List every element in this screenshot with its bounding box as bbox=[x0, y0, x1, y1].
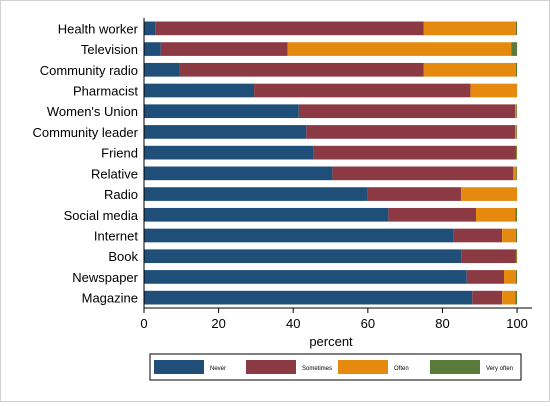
bar-segment bbox=[144, 270, 467, 284]
bar-segment bbox=[155, 21, 424, 36]
category-label: Magazine bbox=[82, 291, 138, 306]
bar-segment bbox=[511, 42, 518, 56]
category-label: Book bbox=[108, 249, 138, 264]
bar-segment bbox=[388, 207, 477, 222]
bar-segment bbox=[423, 21, 516, 36]
bar-segment bbox=[144, 125, 307, 139]
bar-segment bbox=[144, 145, 314, 160]
bar-segment bbox=[144, 83, 255, 98]
category-label: Relative bbox=[91, 166, 138, 181]
bar-segment bbox=[504, 270, 516, 284]
bar-segment bbox=[144, 42, 161, 56]
bar-segment bbox=[160, 42, 288, 56]
x-tick-label: 20 bbox=[211, 316, 225, 331]
bar-segment bbox=[515, 270, 518, 284]
bar-segment bbox=[144, 21, 156, 36]
bar-segment bbox=[516, 249, 518, 264]
category-label: Women's Union bbox=[47, 104, 138, 119]
category-label: Friend bbox=[101, 146, 138, 161]
bar-segment bbox=[144, 207, 389, 222]
category-label: Newspaper bbox=[72, 270, 138, 285]
bar-segment bbox=[515, 249, 517, 264]
bar-segment bbox=[254, 83, 471, 98]
legend-label: Often bbox=[394, 366, 409, 372]
category-label: Pharmacist bbox=[73, 84, 138, 99]
bar-segment bbox=[476, 207, 516, 222]
bar-segment bbox=[144, 104, 299, 119]
legend-swatch bbox=[154, 360, 204, 374]
bar-segment bbox=[332, 166, 514, 181]
category-label: Social media bbox=[64, 208, 139, 223]
bar-segment bbox=[287, 42, 512, 56]
bar-segment bbox=[179, 62, 424, 77]
bar-segment bbox=[515, 207, 518, 222]
bar-segment bbox=[515, 62, 518, 77]
bar-segment bbox=[144, 166, 333, 181]
legend-label: Never bbox=[210, 366, 226, 372]
bar-segment bbox=[516, 166, 518, 181]
category-label: Radio bbox=[104, 187, 138, 202]
bar-segment bbox=[515, 21, 518, 36]
bar-segment bbox=[470, 83, 518, 98]
legend-label: Sometimes bbox=[302, 366, 332, 372]
bar-segment bbox=[144, 187, 368, 201]
plot-area bbox=[144, 18, 532, 308]
category-label: Health worker bbox=[58, 21, 139, 36]
x-axis-label: percent bbox=[309, 334, 353, 349]
bar-segment bbox=[516, 125, 518, 139]
bar-segment bbox=[144, 290, 473, 305]
bar-segment bbox=[144, 228, 454, 243]
legend-swatch bbox=[430, 360, 480, 374]
bars-layer bbox=[144, 21, 518, 305]
bar-segment bbox=[144, 62, 180, 77]
x-tick-label: 80 bbox=[435, 316, 449, 331]
category-label: Community radio bbox=[40, 63, 138, 78]
bar-segment bbox=[461, 249, 516, 264]
bar-segment bbox=[515, 145, 517, 160]
bar-segment bbox=[502, 228, 516, 243]
category-label: Community leader bbox=[33, 125, 139, 140]
legend-items: Never Sometimes Often Very often bbox=[154, 360, 513, 374]
x-tick-label: 100 bbox=[506, 316, 528, 331]
bar-segment bbox=[306, 125, 516, 139]
bar-segment bbox=[423, 62, 516, 77]
category-labels: Health worker Television Community radio Ph… bbox=[33, 21, 139, 305]
bar-segment bbox=[313, 145, 516, 160]
legend-swatch bbox=[338, 360, 388, 374]
x-ticks: 0 20 40 60 80 100 bbox=[140, 308, 528, 331]
bar-segment bbox=[466, 270, 505, 284]
bar-segment bbox=[453, 228, 503, 243]
bar-segment bbox=[513, 166, 517, 181]
x-tick-label: 0 bbox=[140, 316, 147, 331]
category-label: Television bbox=[81, 42, 138, 57]
bar-segment bbox=[461, 187, 518, 201]
legend-label: Very often bbox=[486, 366, 513, 372]
legend-swatch bbox=[246, 360, 296, 374]
bar-segment bbox=[298, 104, 516, 119]
bar-segment bbox=[472, 290, 503, 305]
bar-segment bbox=[515, 125, 517, 139]
x-tick-label: 40 bbox=[286, 316, 300, 331]
bar-segment bbox=[516, 145, 518, 160]
bar-segment bbox=[515, 104, 517, 119]
bar-segment bbox=[515, 290, 518, 305]
bar-segment bbox=[367, 187, 462, 201]
bar-segment bbox=[515, 228, 518, 243]
x-tick-label: 60 bbox=[361, 316, 375, 331]
bar-segment bbox=[516, 104, 518, 119]
category-label: Internet bbox=[94, 229, 138, 244]
bar-segment bbox=[144, 249, 462, 264]
bar-segment bbox=[502, 290, 516, 305]
